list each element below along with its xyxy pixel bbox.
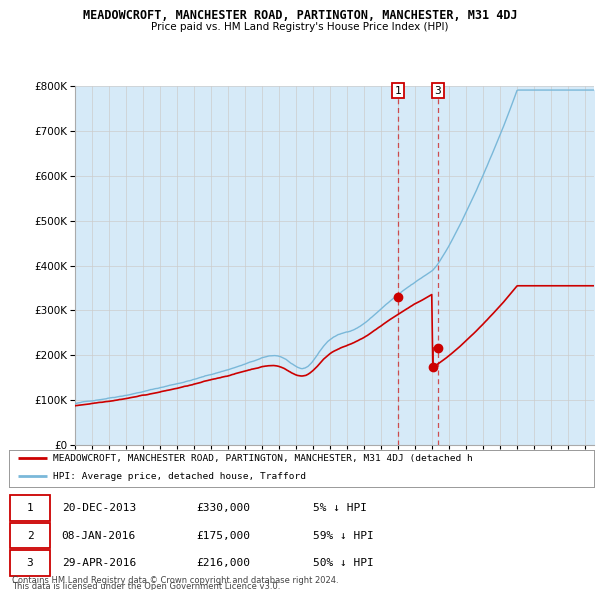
Text: MEADOWCROFT, MANCHESTER ROAD, PARTINGTON, MANCHESTER, M31 4DJ: MEADOWCROFT, MANCHESTER ROAD, PARTINGTON… xyxy=(83,9,517,22)
Text: 08-JAN-2016: 08-JAN-2016 xyxy=(62,530,136,540)
Text: 1: 1 xyxy=(394,86,401,96)
FancyBboxPatch shape xyxy=(10,523,50,549)
Text: HPI: Average price, detached house, Trafford: HPI: Average price, detached house, Traf… xyxy=(53,472,306,481)
Text: Contains HM Land Registry data © Crown copyright and database right 2024.: Contains HM Land Registry data © Crown c… xyxy=(12,576,338,585)
Text: £330,000: £330,000 xyxy=(196,503,250,513)
Text: £175,000: £175,000 xyxy=(196,530,250,540)
Text: 3: 3 xyxy=(26,558,34,568)
Text: £216,000: £216,000 xyxy=(196,558,250,568)
Text: 1: 1 xyxy=(26,503,34,513)
Text: Price paid vs. HM Land Registry's House Price Index (HPI): Price paid vs. HM Land Registry's House … xyxy=(151,22,449,32)
FancyBboxPatch shape xyxy=(10,550,50,576)
Text: 20-DEC-2013: 20-DEC-2013 xyxy=(62,503,136,513)
Text: 3: 3 xyxy=(434,86,442,96)
Text: 2: 2 xyxy=(26,530,34,540)
Text: 50% ↓ HPI: 50% ↓ HPI xyxy=(313,558,374,568)
Text: 59% ↓ HPI: 59% ↓ HPI xyxy=(313,530,374,540)
Text: 5% ↓ HPI: 5% ↓ HPI xyxy=(313,503,367,513)
Text: This data is licensed under the Open Government Licence v3.0.: This data is licensed under the Open Gov… xyxy=(12,582,280,590)
Text: MEADOWCROFT, MANCHESTER ROAD, PARTINGTON, MANCHESTER, M31 4DJ (detached h: MEADOWCROFT, MANCHESTER ROAD, PARTINGTON… xyxy=(53,454,473,463)
FancyBboxPatch shape xyxy=(10,496,50,521)
Text: 29-APR-2016: 29-APR-2016 xyxy=(62,558,136,568)
